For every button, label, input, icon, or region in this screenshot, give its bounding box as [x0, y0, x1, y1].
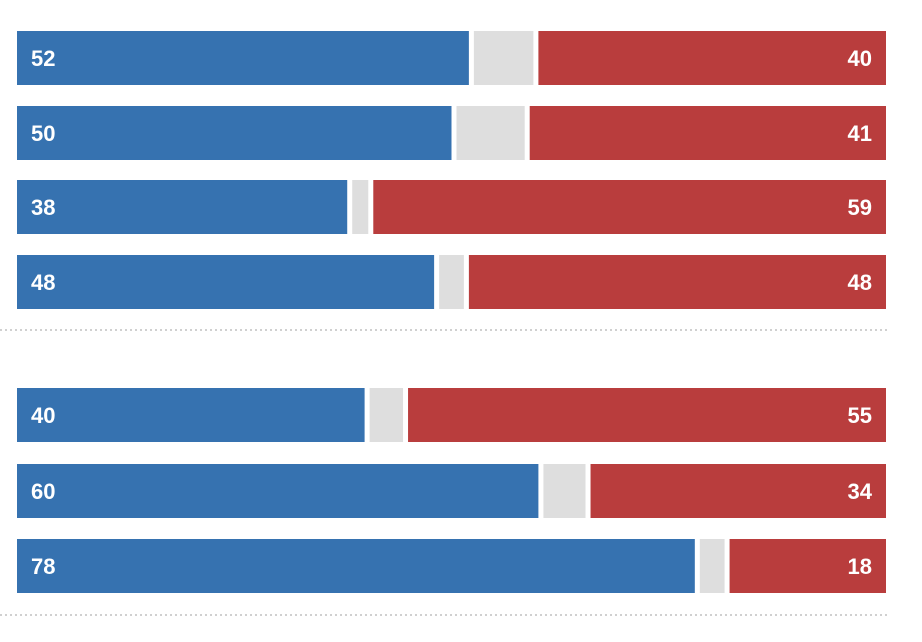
left-value-label: 40 [31, 403, 55, 428]
right-bar [408, 388, 886, 442]
middle-bar [473, 31, 534, 85]
right-bar [373, 180, 886, 234]
left-bar [17, 464, 539, 518]
left-bar [17, 388, 365, 442]
left-bar [17, 539, 695, 593]
left-bar [17, 106, 452, 160]
left-bar [17, 180, 348, 234]
right-value-label: 18 [848, 554, 872, 579]
right-value-label: 59 [848, 195, 872, 220]
left-value-label: 60 [31, 479, 55, 504]
left-bar [17, 31, 469, 85]
right-bar [590, 464, 886, 518]
right-value-label: 40 [848, 46, 872, 71]
middle-bar [456, 106, 525, 160]
left-bar [17, 255, 435, 309]
right-bar [729, 539, 886, 593]
middle-bar [369, 388, 404, 442]
right-value-label: 48 [848, 270, 872, 295]
right-value-label: 41 [848, 121, 872, 146]
middle-bar [352, 180, 369, 234]
right-bar [468, 255, 886, 309]
right-bar [538, 31, 886, 85]
middle-bar [439, 255, 464, 309]
right-value-label: 55 [848, 403, 872, 428]
right-bar [529, 106, 886, 160]
left-value-label: 48 [31, 270, 55, 295]
left-value-label: 50 [31, 121, 55, 146]
middle-bar [699, 539, 725, 593]
left-value-label: 52 [31, 46, 55, 71]
middle-bar [543, 464, 586, 518]
left-value-label: 78 [31, 554, 55, 579]
left-value-label: 38 [31, 195, 55, 220]
right-value-label: 34 [848, 479, 873, 504]
